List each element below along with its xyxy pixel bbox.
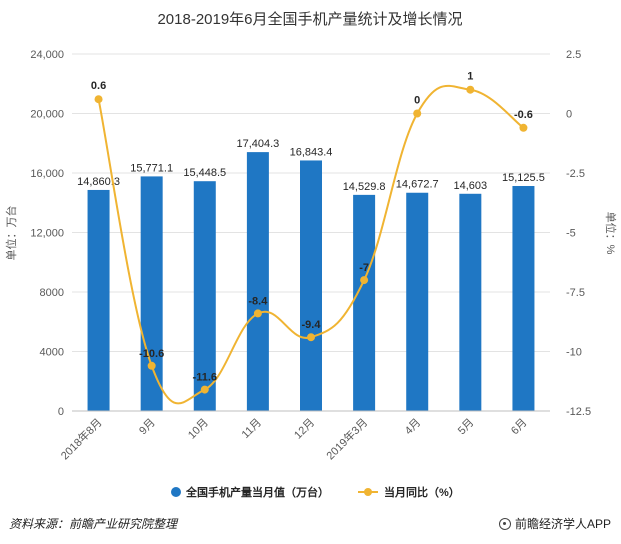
right-tick-label: -2.5 (566, 168, 585, 180)
growth-value-label: 0.6 (91, 80, 106, 92)
left-tick-label: 20,000 (30, 109, 64, 121)
bar-value-label: 14,603 (454, 180, 488, 192)
growth-value-label: -10.6 (139, 348, 164, 360)
right-tick-label: 2.5 (566, 49, 581, 61)
left-tick-label: 16,000 (30, 168, 64, 180)
growth-value-label: -8.4 (248, 295, 268, 307)
legend: 全国手机产量当月值（万台） 当月同比（%） (171, 485, 460, 499)
bar-value-label: 14,529.8 (343, 181, 386, 193)
chart-title: 2018-2019年6月全国手机产量统计及增长情况 (157, 10, 462, 28)
bar (193, 181, 216, 411)
left-tick-label: 4000 (40, 347, 64, 359)
left-tick-label: 8000 (40, 287, 64, 299)
left-tick-label: 0 (58, 406, 64, 418)
bar-value-label: 15,771.1 (130, 162, 173, 174)
left-tick-label: 24,000 (30, 49, 64, 61)
brand-text: 前瞻经济学人APP (514, 517, 611, 531)
x-tick-label: 5月 (456, 417, 477, 438)
left-axis-ticks: 0 4000 8000 12,000 16,000 20,000 24,000 (30, 49, 64, 418)
bar-value-label: 16,843.4 (290, 146, 333, 158)
bar (406, 192, 429, 411)
growth-point (307, 333, 315, 342)
bar (246, 152, 269, 412)
x-tick-label: 2018年8月 (58, 415, 105, 462)
bar (459, 193, 482, 411)
growth-point (94, 95, 103, 104)
left-tick-label: 12,000 (30, 228, 64, 240)
right-tick-label: 0 (566, 109, 572, 121)
x-tick-label: 4月 (403, 417, 424, 438)
growth-value-label: -7 (359, 262, 369, 274)
legend-bar-marker (171, 487, 181, 497)
growth-point (360, 276, 369, 285)
growth-point (200, 385, 209, 394)
x-tick-label: 11月 (240, 417, 264, 441)
brand-credit: 前瞻经济学人APP (498, 515, 611, 532)
growth-point (253, 309, 262, 318)
x-tick-label: 2019年3月 (323, 415, 370, 462)
right-tick-label: -7.5 (566, 287, 585, 299)
legend-line-dot (364, 488, 372, 496)
growth-value-label: -0.6 (514, 109, 533, 121)
growth-value-label: 1 (467, 71, 473, 83)
bar (353, 194, 376, 411)
growth-value-label: 0 (414, 95, 420, 107)
x-tick-label: 12月 (292, 417, 317, 442)
x-tick-label: 10月 (186, 417, 211, 442)
line-series (94, 84, 528, 405)
brand-logo-icon (498, 517, 511, 530)
bar-value-label: 14,672.7 (396, 179, 439, 191)
bar-value-label: 15,448.5 (183, 167, 226, 179)
x-tick-label: 6月 (509, 417, 530, 438)
bar-value-label: 14,860.3 (77, 176, 120, 188)
right-tick-label: -10 (566, 347, 582, 359)
legend-bar-label: 全国手机产量当月值（万台） (185, 485, 329, 499)
growth-point (466, 85, 475, 94)
legend-line-label: 当月同比（%） (384, 485, 460, 499)
bar (140, 176, 163, 411)
right-tick-label: -12.5 (566, 406, 591, 418)
bar (512, 186, 535, 411)
bar-value-label: 17,404.3 (236, 138, 279, 150)
bar-value-label: 15,125.5 (502, 172, 545, 184)
growth-point (147, 361, 156, 370)
growth-value-label: -11.6 (193, 372, 217, 384)
growth-point (519, 123, 528, 132)
bar-series (87, 152, 535, 412)
bar-data-labels: 14,860.3 15,771.1 15,448.5 17,404.3 16,843.4… (77, 138, 545, 193)
right-tick-label: -5 (566, 228, 576, 240)
right-axis-ticks: -12.5 -10 -7.5 -5 -2.5 0 2.5 (566, 49, 591, 418)
x-axis-ticks: 2018年8月 9月 10月 11月 12月 2019年3月 4月 5月 6月 (58, 415, 530, 462)
source-note: 资料来源：前瞻产业研究院整理 (9, 517, 178, 531)
growth-value-label: -9.4 (302, 319, 322, 331)
line-data-labels: 0.6 -10.6 -11.6 -8.4 -9.4 -7 0 1 -0.6 (91, 71, 533, 384)
right-axis-title: 单位：% (604, 212, 618, 255)
bar (87, 189, 110, 411)
x-tick-label: 9月 (137, 417, 158, 438)
bar (300, 160, 322, 411)
left-axis-title: 单位：万台 (4, 206, 18, 261)
growth-point (413, 109, 422, 118)
